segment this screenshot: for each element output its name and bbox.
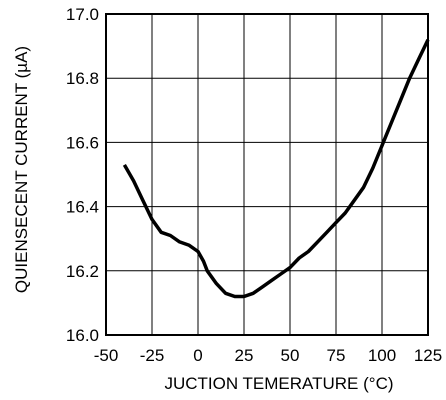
y-tick-label: 16.0 [66,326,99,345]
series-line [122,38,430,299]
y-tick-label: 16.2 [66,262,99,281]
x-tick-label: 100 [368,346,396,365]
x-tick-labels: -50 -25 0 25 50 75 100 125 [94,346,442,365]
y-tick-labels: 16.0 16.2 16.4 16.6 16.8 17.0 [66,5,99,345]
x-tick-label: 0 [193,346,202,365]
x-tick-label: -25 [140,346,165,365]
x-tick-label: 75 [327,346,346,365]
y-tick-label: 16.8 [66,69,99,88]
y-axis-title: QUIENSECENT CURRENT (µA) [12,46,31,293]
x-tick-label: 50 [281,346,300,365]
x-tick-label: -50 [94,346,119,365]
grid [106,14,428,335]
x-tick-label: 125 [414,346,442,365]
x-tick-label: 25 [235,346,254,365]
plot-frame [105,13,429,336]
y-tick-label: 16.6 [66,133,99,152]
series-layer [122,38,430,299]
y-tick-label: 16.4 [66,198,99,217]
x-axis-title: JUCTION TEMERATURE (°C) [164,374,393,393]
y-tick-label: 17.0 [66,5,99,24]
